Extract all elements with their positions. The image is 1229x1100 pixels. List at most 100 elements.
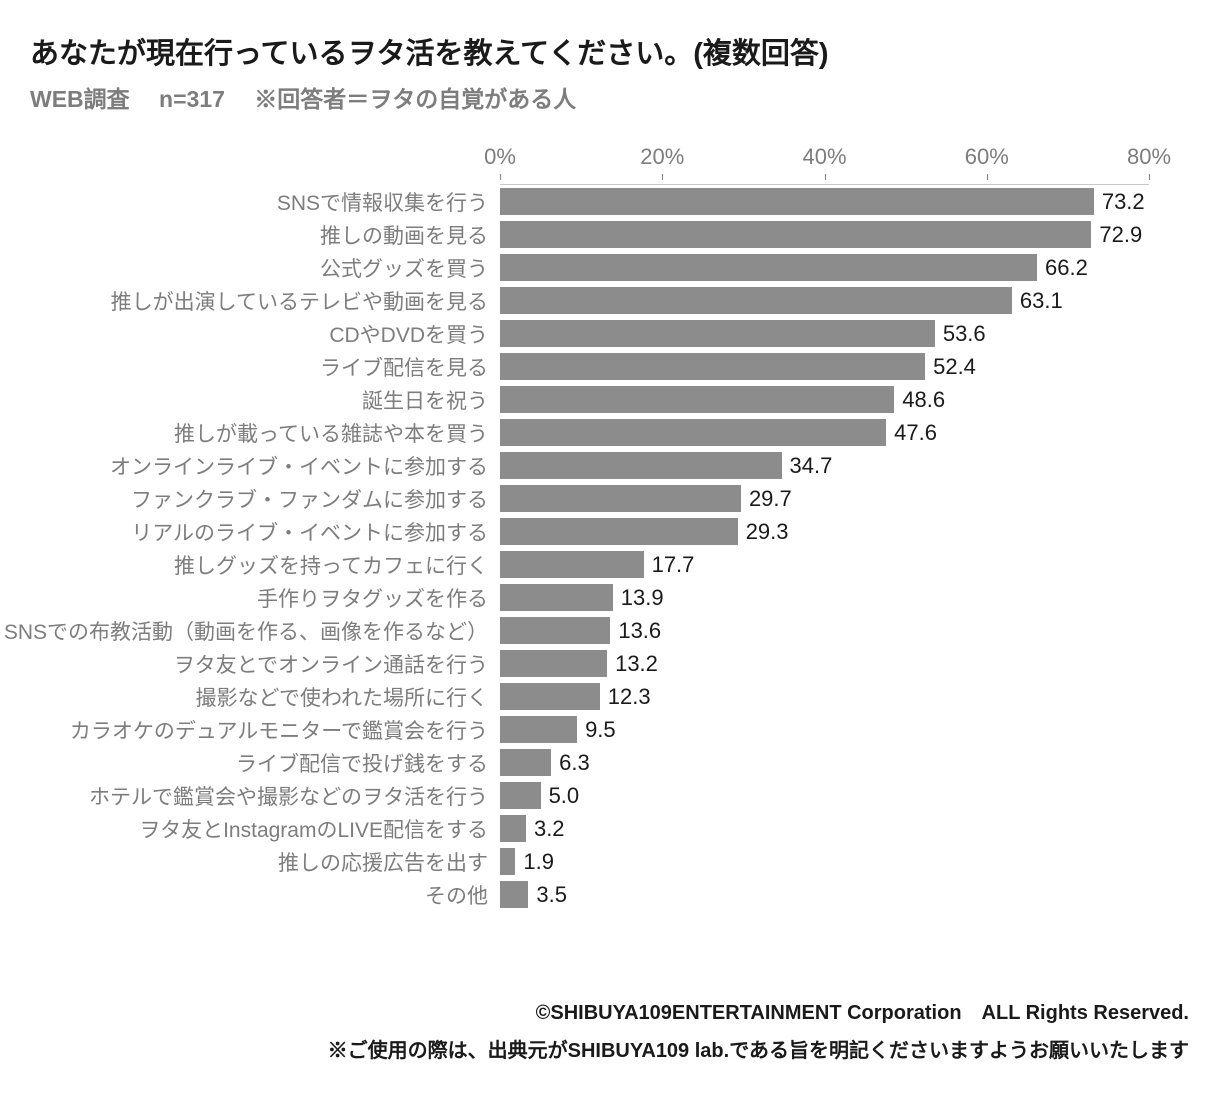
bar xyxy=(500,683,600,710)
bar xyxy=(500,188,1094,215)
bar-label: ライブ配信で投げ銭をする xyxy=(236,748,500,778)
bar-value: 1.9 xyxy=(523,849,554,875)
bar-row: SNSで情報収集を行う73.2 xyxy=(500,185,1149,218)
bar-row: 撮影などで使われた場所に行く12.3 xyxy=(500,680,1149,713)
bar xyxy=(500,551,644,578)
bar-value: 63.1 xyxy=(1020,288,1063,314)
attribution-note: ※ご使用の際は、出典元がSHIBUYA109 lab.である旨を明記くださいます… xyxy=(328,1032,1189,1070)
bar-value: 47.6 xyxy=(894,420,937,446)
bar-value: 13.2 xyxy=(615,651,658,677)
bar-label: 推しが載っている雑誌や本を買う xyxy=(174,418,500,448)
bar-label: ヲタ友とInstagramのLIVE配信をする xyxy=(139,814,500,844)
bar-value: 5.0 xyxy=(549,783,580,809)
bar-row: カラオケのデュアルモニターで鑑賞会を行う9.5 xyxy=(500,713,1149,746)
bar-chart: 0%20%40%60%80% SNSで情報収集を行う73.2推しの動画を見る72… xyxy=(500,144,1149,911)
bar-row: その他3.5 xyxy=(500,878,1149,911)
chart-subtitle: WEB調査 n=317 ※回答者＝ヲタの自覚がある人 xyxy=(30,80,1199,114)
x-tick: 40% xyxy=(802,144,846,170)
bar xyxy=(500,419,886,446)
bar-row: ヲタ友とでオンライン通話を行う13.2 xyxy=(500,647,1149,680)
bar-value: 3.2 xyxy=(534,816,565,842)
bar-value: 73.2 xyxy=(1102,189,1145,215)
bar-label: 推しグッズを持ってカフェに行く xyxy=(174,550,500,580)
bar-label: カラオケのデュアルモニターで鑑賞会を行う xyxy=(70,715,500,745)
bar-value: 48.6 xyxy=(902,387,945,413)
bar xyxy=(500,617,610,644)
bar-value: 17.7 xyxy=(652,552,695,578)
bar-label: SNSでの布教活動（動画を作る、画像を作るなど） xyxy=(4,616,500,646)
bar-value: 9.5 xyxy=(585,717,616,743)
bar-row: オンラインライブ・イベントに参加する34.7 xyxy=(500,449,1149,482)
bar-row: CDやDVDを買う53.6 xyxy=(500,317,1149,350)
bar-row: ヲタ友とInstagramのLIVE配信をする3.2 xyxy=(500,812,1149,845)
bar-label: 推しの応援広告を出す xyxy=(278,847,500,877)
bar-row: 推しの動画を見る72.9 xyxy=(500,218,1149,251)
bar-row: 推しが載っている雑誌や本を買う47.6 xyxy=(500,416,1149,449)
bar-label: CDやDVDを買う xyxy=(329,319,500,349)
bar-row: ライブ配信を見る52.4 xyxy=(500,350,1149,383)
bar xyxy=(500,353,925,380)
bar-value: 29.3 xyxy=(746,519,789,545)
plot-area: SNSで情報収集を行う73.2推しの動画を見る72.9公式グッズを買う66.2推… xyxy=(500,184,1149,911)
bar-row: リアルのライブ・イベントに参加する29.3 xyxy=(500,515,1149,548)
bar xyxy=(500,221,1091,248)
bar-label: SNSで情報収集を行う xyxy=(277,187,500,217)
bar-value: 6.3 xyxy=(559,750,590,776)
x-tick: 0% xyxy=(484,144,516,170)
bar xyxy=(500,518,738,545)
footer: ©SHIBUYA109ENTERTAINMENT Corporation ALL… xyxy=(328,994,1189,1070)
bar xyxy=(500,386,894,413)
bar-label: ライブ配信を見る xyxy=(320,352,500,382)
bar-value: 52.4 xyxy=(933,354,976,380)
bar xyxy=(500,485,741,512)
bar xyxy=(500,749,551,776)
bar-label: ファンクラブ・ファンダムに参加する xyxy=(131,484,500,514)
bar-label: 手作りヲタグッズを作る xyxy=(257,583,500,613)
x-axis: 0%20%40%60%80% xyxy=(500,144,1149,184)
bar-row: ライブ配信で投げ銭をする6.3 xyxy=(500,746,1149,779)
bar-row: 誕生日を祝う48.6 xyxy=(500,383,1149,416)
bar-label: 推しが出演しているテレビや動画を見る xyxy=(111,286,500,316)
bar-row: 推しグッズを持ってカフェに行く17.7 xyxy=(500,548,1149,581)
x-tick: 80% xyxy=(1127,144,1171,170)
bar-label: ホテルで鑑賞会や撮影などのヲタ活を行う xyxy=(89,781,500,811)
x-tick: 20% xyxy=(640,144,684,170)
bar-row: SNSでの布教活動（動画を作る、画像を作るなど）13.6 xyxy=(500,614,1149,647)
bar-value: 13.6 xyxy=(618,618,661,644)
copyright: ©SHIBUYA109ENTERTAINMENT Corporation ALL… xyxy=(328,994,1189,1032)
bar-label: ヲタ友とでオンライン通話を行う xyxy=(174,649,500,679)
bar-row: 公式グッズを買う66.2 xyxy=(500,251,1149,284)
bar-row: 推しの応援広告を出す1.9 xyxy=(500,845,1149,878)
bar xyxy=(500,881,528,908)
bar-label: リアルのライブ・イベントに参加する xyxy=(131,517,500,547)
bar xyxy=(500,320,935,347)
bar xyxy=(500,452,782,479)
bar xyxy=(500,815,526,842)
bar-label: 撮影などで使われた場所に行く xyxy=(195,682,500,712)
bar xyxy=(500,287,1012,314)
bar-row: ホテルで鑑賞会や撮影などのヲタ活を行う5.0 xyxy=(500,779,1149,812)
bar-value: 12.3 xyxy=(608,684,651,710)
x-tick: 60% xyxy=(965,144,1009,170)
bar-row: 推しが出演しているテレビや動画を見る63.1 xyxy=(500,284,1149,317)
bar-row: ファンクラブ・ファンダムに参加する29.7 xyxy=(500,482,1149,515)
bar xyxy=(500,254,1037,281)
bar-value: 13.9 xyxy=(621,585,664,611)
bar-value: 3.5 xyxy=(536,882,567,908)
bar-value: 34.7 xyxy=(790,453,833,479)
bar-value: 53.6 xyxy=(943,321,986,347)
bar xyxy=(500,584,613,611)
bar xyxy=(500,782,541,809)
bar-label: 公式グッズを買う xyxy=(320,253,500,283)
bar-value: 66.2 xyxy=(1045,255,1088,281)
chart-title: あなたが現在行っているヲタ活を教えてください。(複数回答) xyxy=(30,30,1199,72)
bar-label: その他 xyxy=(425,880,500,910)
bar xyxy=(500,848,515,875)
bar-label: 誕生日を祝う xyxy=(362,385,500,415)
bar-value: 72.9 xyxy=(1099,222,1142,248)
bar-label: 推しの動画を見る xyxy=(320,220,500,250)
bar xyxy=(500,716,577,743)
bar-value: 29.7 xyxy=(749,486,792,512)
bar xyxy=(500,650,607,677)
bar-row: 手作りヲタグッズを作る13.9 xyxy=(500,581,1149,614)
